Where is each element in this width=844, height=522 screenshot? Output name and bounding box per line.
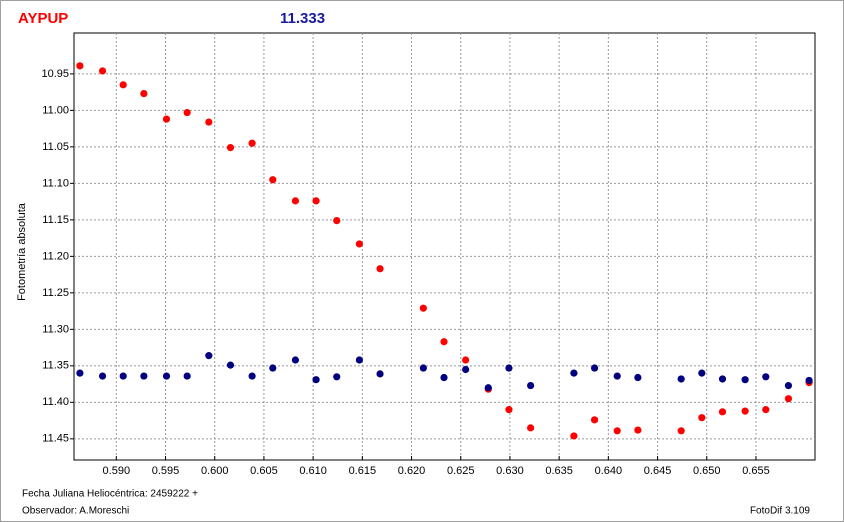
point (140, 89, 148, 98)
point (183, 108, 191, 117)
point (698, 369, 706, 377)
point (741, 407, 749, 415)
point (762, 406, 770, 414)
point (76, 62, 84, 70)
point (162, 115, 171, 123)
point (484, 384, 492, 392)
point (784, 381, 793, 390)
point (312, 376, 320, 384)
point (333, 216, 341, 225)
x-tick-label: 0.655 (742, 465, 770, 477)
x-tick-label: 0.600 (201, 465, 229, 477)
x-tick-label: 0.610 (299, 465, 327, 477)
y-tick-label: 11.40 (42, 396, 69, 408)
point (570, 369, 578, 377)
y-tick-label: 11.30 (42, 323, 69, 335)
point (613, 372, 621, 380)
point (376, 370, 384, 378)
x-tick-label: 0.615 (349, 465, 377, 477)
y-tick-label: 11.15 (42, 214, 69, 226)
point (527, 424, 535, 432)
point (718, 408, 727, 416)
point (205, 352, 213, 360)
x-tick-label: 0.630 (496, 465, 524, 477)
x-axis-label: Fecha Juliana Heliocéntrica: 2459222 + (22, 489, 198, 500)
software: FotoDif 3.109 (750, 506, 810, 517)
y-tick-label: 10.95 (41, 68, 69, 80)
point (462, 365, 470, 374)
point (677, 427, 685, 435)
y-axis-label: Fotometría absoluta (16, 202, 28, 301)
point (162, 372, 171, 380)
point (590, 364, 599, 372)
point (440, 338, 448, 346)
point (570, 432, 578, 440)
point (269, 176, 277, 184)
point (269, 364, 277, 372)
observer: Observador: A.Moreschi (22, 506, 129, 517)
y-tick-label: 11.20 (42, 250, 69, 262)
point (119, 372, 127, 380)
point (762, 373, 770, 381)
point (355, 240, 363, 248)
y-tick-label: 11.45 (42, 433, 69, 445)
point (527, 381, 535, 390)
x-tick-label: 0.625 (447, 465, 475, 477)
point (98, 372, 107, 380)
chart-subtitle: 11.333 (280, 10, 325, 27)
point (248, 139, 256, 147)
point (419, 304, 427, 312)
point (376, 265, 384, 273)
point (698, 414, 706, 422)
point (505, 406, 513, 414)
y-tick-label: 11.05 (42, 141, 69, 153)
point (805, 376, 813, 385)
point (440, 373, 448, 382)
point (590, 416, 599, 424)
point (312, 197, 320, 205)
point (505, 364, 513, 372)
y-tick-label: 11.25 (42, 287, 69, 299)
point (76, 369, 84, 377)
point (226, 143, 235, 152)
point (291, 197, 300, 205)
point (205, 118, 213, 126)
point (226, 361, 235, 369)
point (634, 373, 642, 382)
y-tick-label: 11.10 (42, 177, 69, 189)
point (462, 356, 470, 364)
y-tick-label: 11.35 (42, 360, 69, 372)
point (613, 427, 621, 435)
point (677, 375, 685, 383)
point (355, 356, 363, 364)
point (333, 373, 341, 381)
plot-area (73, 32, 816, 461)
x-tick-label: 0.645 (644, 465, 672, 477)
x-tick-label: 0.620 (398, 465, 426, 477)
x-tick-label: 0.635 (545, 465, 573, 477)
point (119, 81, 127, 89)
x-tick-label: 0.640 (595, 465, 623, 477)
x-tick-label: 0.650 (693, 465, 721, 477)
point (98, 67, 107, 75)
point (784, 395, 793, 403)
point (183, 372, 191, 380)
point (248, 372, 256, 380)
x-tick-label: 0.590 (103, 465, 131, 477)
point (634, 426, 642, 434)
x-tick-label: 0.605 (250, 465, 278, 477)
y-tick-label: 11.00 (42, 104, 69, 116)
point (741, 376, 749, 384)
point (419, 364, 427, 372)
x-tick-label: 0.595 (152, 465, 180, 477)
chart-title: AYPUP (18, 10, 68, 27)
point (718, 375, 727, 383)
point (140, 372, 148, 380)
point (291, 356, 300, 364)
